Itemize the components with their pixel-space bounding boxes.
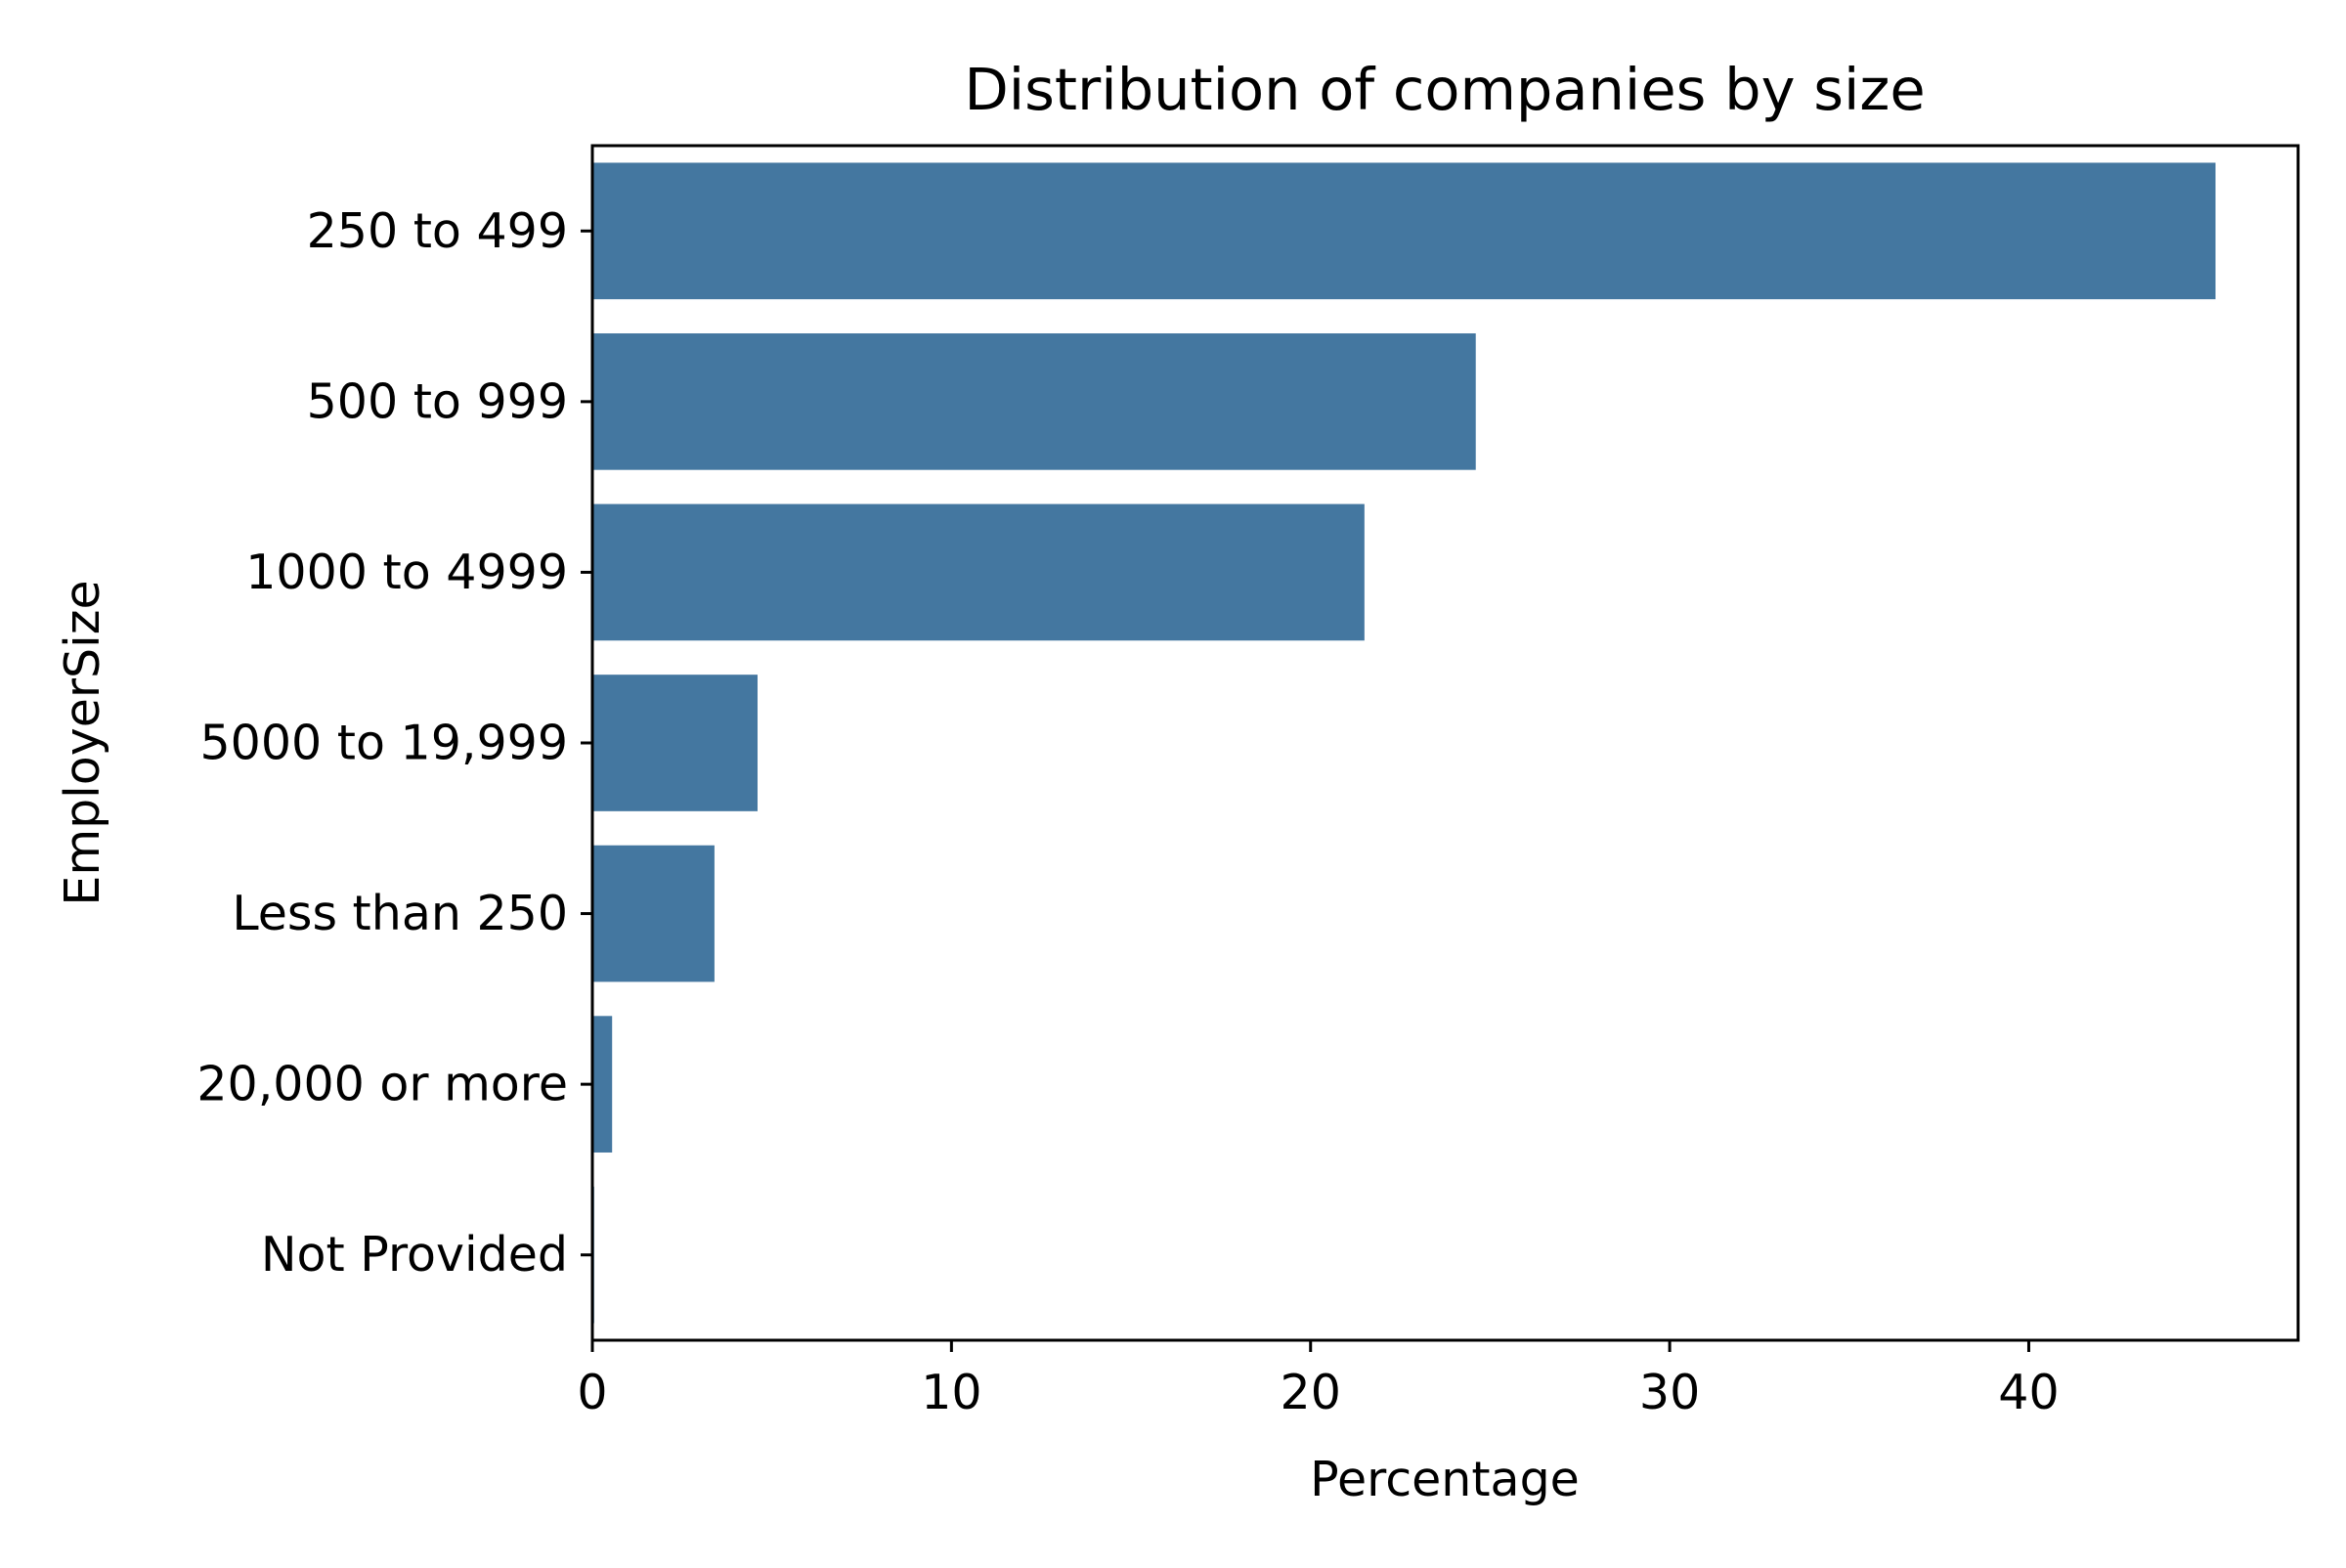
y-axis-label: EmployerSize (55, 580, 110, 905)
bar-5 (592, 1016, 613, 1153)
y-tick-label: 5000 to 19,999 (200, 716, 569, 771)
x-tick-label: 30 (1639, 1365, 1700, 1420)
bars-layer (592, 162, 2216, 1324)
bar-1 (592, 333, 1476, 470)
x-tick-label: 40 (1998, 1365, 2059, 1420)
y-tick-label: 250 to 499 (307, 203, 568, 259)
y-tick-label: 20,000 or more (196, 1057, 568, 1112)
y-tick-label: 1000 to 4999 (245, 544, 568, 600)
bar-0 (592, 162, 2216, 300)
x-axis-ticks: 0 10 20 30 40 (577, 1340, 2060, 1420)
y-tick-label: Less than 250 (232, 886, 568, 941)
x-tick-label: 10 (921, 1365, 981, 1420)
y-tick-label: Not Provided (261, 1227, 568, 1283)
x-tick-label: 0 (577, 1365, 607, 1420)
y-axis-ticks: 250 to 499 500 to 999 1000 to 4999 5000 to … (196, 203, 592, 1283)
bar-2 (592, 503, 1365, 641)
x-axis-label: Percentage (1310, 1452, 1580, 1507)
plot-frame (590, 144, 2300, 1342)
x-tick-label: 20 (1281, 1365, 1341, 1420)
bar-4 (592, 845, 715, 982)
bar-3 (592, 675, 758, 811)
y-tick-label: 500 to 999 (307, 373, 568, 429)
chart-title: Distribution of companies by size (964, 56, 1925, 123)
